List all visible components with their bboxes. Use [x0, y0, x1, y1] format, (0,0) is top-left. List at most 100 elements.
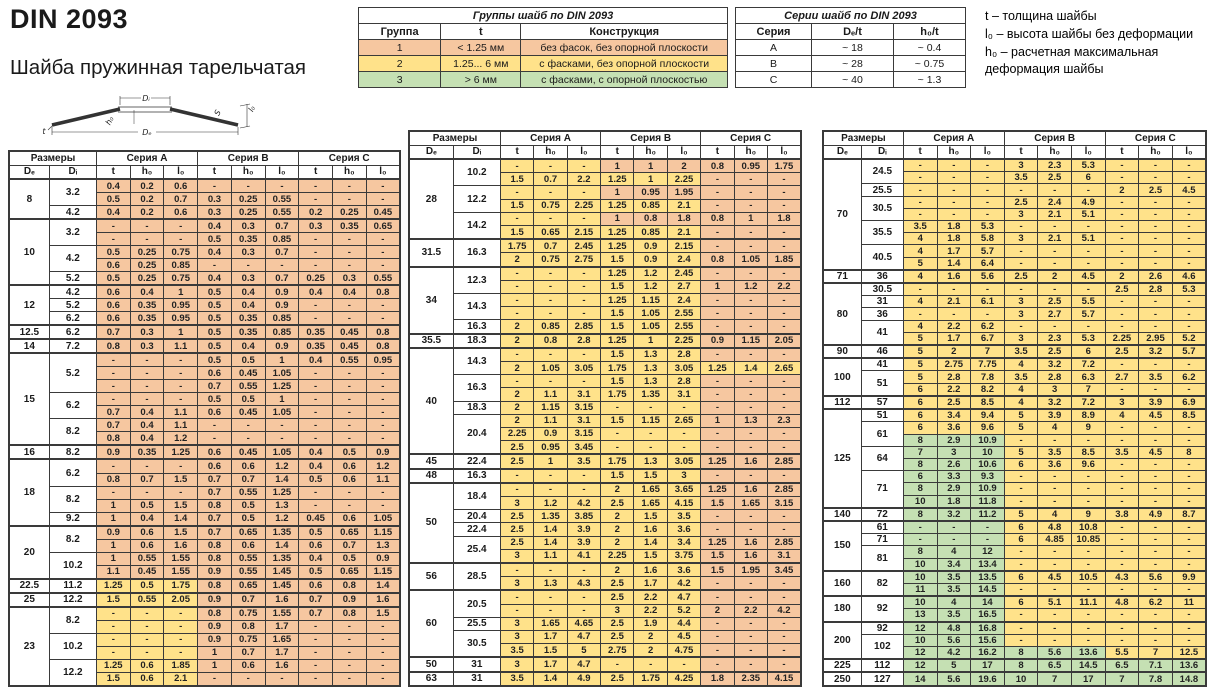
value-cell: 0.75 — [230, 605, 266, 621]
value-cell: 6 — [1070, 344, 1106, 359]
diagram-label-di: Dᵢ — [142, 94, 150, 103]
di-size-cell: 112 — [860, 658, 904, 673]
value-cell: 0.8 — [332, 605, 367, 621]
de-size-cell: 90 — [822, 344, 862, 359]
value-cell: 0.6 — [332, 472, 367, 487]
table-row: 81 8 4 12- - - - - - — [823, 545, 1207, 572]
value-cell: - — [264, 431, 300, 446]
value-cell: 16.2 — [970, 645, 1005, 660]
value-cell: - — [1171, 307, 1207, 321]
value-cell: 3.75 — [666, 548, 702, 564]
value-cell: 0.55 — [264, 205, 300, 220]
value-cell: 0.5 — [230, 352, 266, 368]
column-header: l₀ — [365, 164, 401, 180]
value-cell: - — [1037, 557, 1072, 572]
de-size-cell: 100 — [822, 357, 862, 397]
value-cell: 2.35 — [733, 670, 768, 687]
di-size-cell: 40.5 — [860, 244, 904, 271]
value-cell: 1 — [633, 172, 668, 187]
value-cell: 0.25 — [332, 205, 367, 220]
de-size-cell: 14 — [8, 338, 50, 354]
value-cell: 3.1 — [566, 413, 602, 428]
value-cell: 0.8 — [95, 431, 131, 446]
di-size-cell: 82 — [860, 569, 904, 597]
value-cell: - — [1037, 256, 1072, 271]
value-cell: - — [332, 192, 367, 207]
value-cell: 2.7 — [666, 279, 702, 294]
value-cell: - — [1070, 620, 1106, 635]
table-row: 64 7 3 10 5 3.5 8.5 3.5 4.5 8 — [823, 445, 1207, 472]
value-cell: 1.25 — [700, 481, 735, 497]
value-cell: 0.7 — [298, 591, 333, 608]
value-cell: - — [566, 374, 602, 389]
value-cell: 0.7 — [95, 324, 131, 340]
value-cell: - — [163, 218, 199, 234]
value-cell: 1.6 — [936, 268, 972, 284]
din-table-right: Размеры Серия A Серия B Серия C Dₑ Dᵢ t h₀ l₀ t h₀… — [822, 130, 1207, 687]
value-cell: 0.2 — [129, 178, 165, 194]
value-cell: 1 — [633, 332, 668, 349]
value-cell: 5.3 — [1070, 158, 1106, 173]
value-cell: 0.9 — [365, 551, 401, 566]
value-cell: - — [600, 440, 635, 455]
value-cell: 1.5 — [600, 319, 635, 335]
value-cell: - — [129, 352, 165, 368]
value-cell: 12 — [902, 620, 938, 635]
value-cell: 1.5 — [499, 198, 535, 213]
value-cell: 0.8 — [700, 252, 735, 268]
value-cell: - — [733, 265, 768, 281]
table-row: 60 20.5- - -2.5 2.2 4.7- - - — [408, 589, 802, 658]
value-cell: - — [95, 218, 131, 234]
di-size-cell: 6.2 — [48, 392, 97, 420]
value-cell: 3 — [499, 495, 535, 511]
value-cell: 3.2 — [936, 506, 972, 522]
value-cell: 1.75 — [163, 577, 199, 594]
value-cell: - — [766, 467, 802, 484]
value-cell: 0.75 — [230, 632, 266, 647]
value-cell: 1 — [533, 453, 568, 470]
value-cell: 2.15 — [666, 238, 702, 254]
value-cell: 4.8 — [1037, 519, 1072, 535]
table-row: 40.5 4 1.7 5.7- - - - - - — [823, 244, 1207, 271]
value-cell: 9.3 — [970, 470, 1005, 484]
value-cell: 0.45 — [129, 564, 165, 580]
di-size-cell: 41 — [860, 357, 904, 372]
value-cell: - — [95, 485, 131, 500]
table-row: 4 1.8 5.8 3 2.1 5.1- - - — [823, 232, 1207, 246]
value-cell: - — [298, 192, 333, 207]
de-size-cell: 12.5 — [8, 324, 50, 340]
value-cell: 1.05 — [264, 366, 300, 381]
value-cell: 2.5 — [499, 509, 535, 524]
value-cell: 0.4 — [129, 511, 165, 527]
value-cell: 3.5 — [1104, 445, 1140, 459]
table-row: 31 4 2.1 6.1 3 2.5 5.5- - - — [823, 295, 1207, 309]
column-header: l₀ — [666, 144, 702, 160]
legend-line-t: t – толщина шайбы — [985, 9, 1097, 23]
value-cell: - — [1003, 470, 1039, 484]
value-cell: 0.5 — [197, 298, 232, 313]
de-size-cell: 150 — [822, 519, 862, 572]
value-cell: - — [499, 589, 535, 605]
value-cell: 0.8 — [197, 605, 232, 621]
table-row: 25.5- - - - - -2 2.5 4.5 — [823, 183, 1207, 197]
value-cell: - — [533, 158, 568, 174]
value-cell: - — [766, 387, 802, 402]
value-cell: - — [129, 232, 165, 247]
value-cell: 0.45 — [230, 366, 266, 381]
value-cell: 0.9 — [633, 238, 668, 254]
di-size-cell: 12.2 — [48, 658, 97, 687]
table-row: 30.5- - -2.5 2.4 4.9- - - — [823, 195, 1207, 222]
value-cell: 0.8 — [332, 577, 367, 594]
value-cell: 1.05 — [365, 511, 401, 527]
column-header: h₀ — [129, 164, 165, 180]
value-cell: - — [365, 379, 401, 394]
value-cell: 2.65 — [766, 360, 802, 376]
value-cell: 0.65 — [332, 564, 367, 580]
value-cell: 4.3 — [1104, 569, 1140, 584]
value-cell: 2.45 — [566, 238, 602, 254]
value-cell: 1.6 — [733, 548, 768, 564]
value-cell: - — [936, 158, 972, 173]
value-cell: 1.3 — [633, 360, 668, 376]
value-cell: 1.05 — [733, 252, 768, 268]
value-cell: 1.3 — [733, 413, 768, 428]
